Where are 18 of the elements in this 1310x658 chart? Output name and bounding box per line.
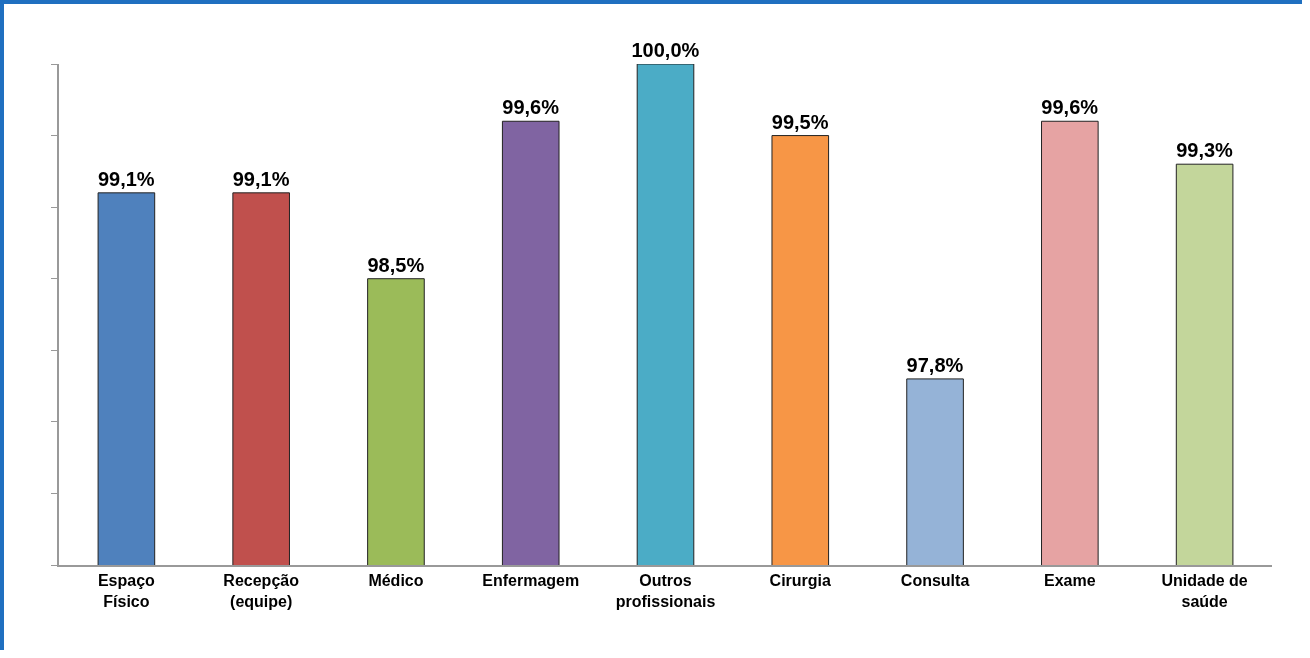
data-label: 99,3% (1176, 139, 1234, 162)
data-label: 97,8% (906, 353, 964, 376)
x-tick-label: Médico (368, 572, 424, 590)
data-label: 99,1% (232, 167, 290, 190)
data-label: 99,5% (771, 110, 829, 133)
x-tick-label: Outros profissionais (615, 572, 716, 610)
x-tick-label: Cirurgia (769, 572, 832, 590)
data-label: 99,6% (502, 96, 560, 119)
x-tick-label: Consulta (900, 572, 970, 590)
x-tick-label: Enfermagem (482, 572, 580, 590)
x-tick-label: Espaço Físico (97, 572, 156, 610)
x-tick-label: Exame (1044, 572, 1096, 590)
data-label: 99,1% (97, 167, 155, 190)
data-label: 100,0% (631, 39, 700, 61)
x-tick-label: Unidade de saúde (1161, 572, 1248, 610)
x-tick-label: Recepção (equipe) (223, 572, 300, 610)
data-label: 99,6% (1041, 96, 1099, 119)
data-label: 98,5% (367, 253, 425, 276)
